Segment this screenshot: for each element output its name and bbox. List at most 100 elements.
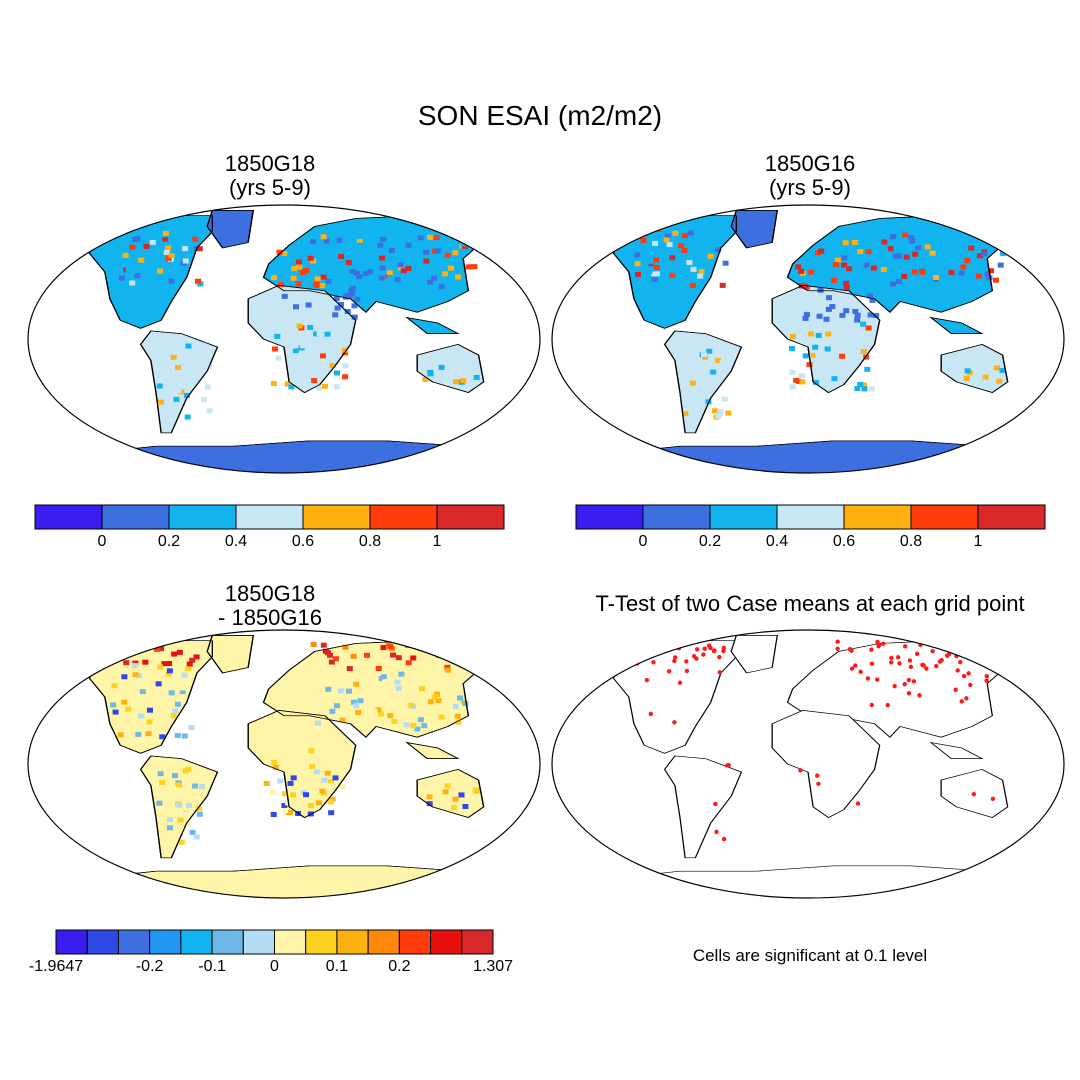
significant-cell — [717, 670, 723, 675]
grid-cell — [172, 708, 179, 714]
colorbar-swatch — [430, 929, 463, 955]
colorbar-tick-label: 0.4 — [224, 533, 248, 550]
grid-cell — [442, 789, 449, 795]
grid-cell — [185, 357, 192, 363]
grid-cell — [313, 769, 320, 775]
grid-cell — [303, 792, 310, 798]
grid-cell — [688, 256, 695, 262]
coastline — [405, 316, 460, 334]
grid-cell — [184, 414, 191, 420]
grid-cell — [189, 829, 196, 835]
coastline — [612, 215, 737, 329]
grid-cell — [325, 278, 332, 284]
grid-cell — [196, 806, 203, 812]
grid-cell — [863, 262, 870, 268]
significant-cell — [984, 674, 989, 679]
grid-cell — [354, 296, 361, 302]
coastline — [139, 330, 219, 434]
colorbar-tick-label: 1.307 — [472, 958, 514, 975]
grid-cell — [394, 679, 401, 685]
colorbar-swatch — [910, 504, 979, 530]
grid-cell — [469, 647, 476, 653]
grid-cell — [981, 251, 988, 257]
significant-cell — [642, 649, 647, 655]
grid-cell — [798, 373, 805, 379]
grid-cell — [174, 701, 181, 707]
grid-cell — [166, 660, 173, 666]
coastline — [730, 210, 778, 249]
grid-cell — [192, 236, 199, 242]
coastline — [663, 330, 743, 434]
grid-cell — [404, 680, 411, 686]
grid-cell — [465, 264, 472, 270]
land-gl — [730, 635, 778, 674]
grid-cell — [329, 796, 336, 802]
significant-cell — [902, 644, 908, 649]
grid-cell — [325, 245, 332, 251]
grid-cell — [452, 796, 459, 802]
colorbar-tick-label: 0.1 — [325, 958, 349, 975]
grid-cell — [686, 259, 693, 265]
grid-cell — [663, 237, 670, 243]
grid-cell — [996, 378, 1003, 384]
significant-cell — [869, 702, 875, 708]
grid-cell — [714, 247, 721, 253]
grid-cell — [159, 734, 166, 740]
grid-cell — [168, 690, 175, 696]
significant-cell — [816, 781, 821, 786]
grid-cell — [452, 704, 459, 710]
grid-cell — [327, 652, 334, 658]
map-border — [551, 629, 1065, 899]
grid-cell — [465, 233, 472, 239]
grid-cell — [975, 273, 982, 279]
significant-cell — [701, 652, 706, 657]
grid-cell — [474, 665, 481, 671]
grid-cell — [153, 646, 160, 652]
grid-cell — [462, 803, 469, 809]
significant-cell — [1022, 657, 1028, 662]
grid-cell — [963, 375, 970, 381]
grid-cell — [968, 358, 975, 364]
grid-cell — [895, 278, 902, 284]
coastline — [601, 440, 1025, 473]
grid-cell — [653, 257, 660, 263]
grid-cell — [831, 376, 838, 382]
grid-cell — [149, 239, 156, 245]
grid-cell — [854, 386, 861, 392]
grid-cell — [121, 674, 128, 680]
significant-cell — [959, 699, 964, 704]
panel3-title-line1: 1850G18 — [224, 581, 316, 606]
grid-cell — [141, 642, 148, 648]
grid-cell — [196, 246, 203, 252]
grid-cell — [994, 241, 1001, 247]
colorbar-swatch — [242, 929, 276, 955]
significant-cell — [907, 658, 913, 663]
grid-cell — [382, 671, 389, 677]
significant-cell — [644, 641, 650, 647]
significant-cell — [961, 673, 967, 679]
grid-cell — [834, 257, 841, 263]
grid-cell — [269, 323, 276, 329]
grid-cell — [336, 270, 343, 276]
grid-cell — [992, 277, 999, 283]
grid-cell — [672, 230, 679, 236]
grid-cell — [189, 657, 196, 663]
grid-cell — [681, 247, 688, 253]
significant-cell — [648, 711, 654, 717]
colorbar-tick-label: -0.1 — [198, 958, 226, 975]
grid-cell — [860, 321, 867, 327]
significant-cell — [672, 655, 678, 660]
grid-cell — [789, 384, 796, 390]
grid-cell — [902, 232, 909, 238]
grid-cell — [297, 375, 304, 381]
grid-cell — [305, 302, 312, 308]
grid-cell — [181, 733, 188, 739]
grid-cell — [405, 715, 412, 721]
grid-cell — [339, 784, 346, 790]
grid-cell — [296, 264, 303, 270]
grid-cell — [710, 369, 717, 375]
grid-cell — [890, 234, 897, 240]
colorbar-tick-label: 0.8 — [899, 533, 923, 550]
grid-cell — [423, 249, 430, 255]
grid-cell — [206, 408, 213, 414]
